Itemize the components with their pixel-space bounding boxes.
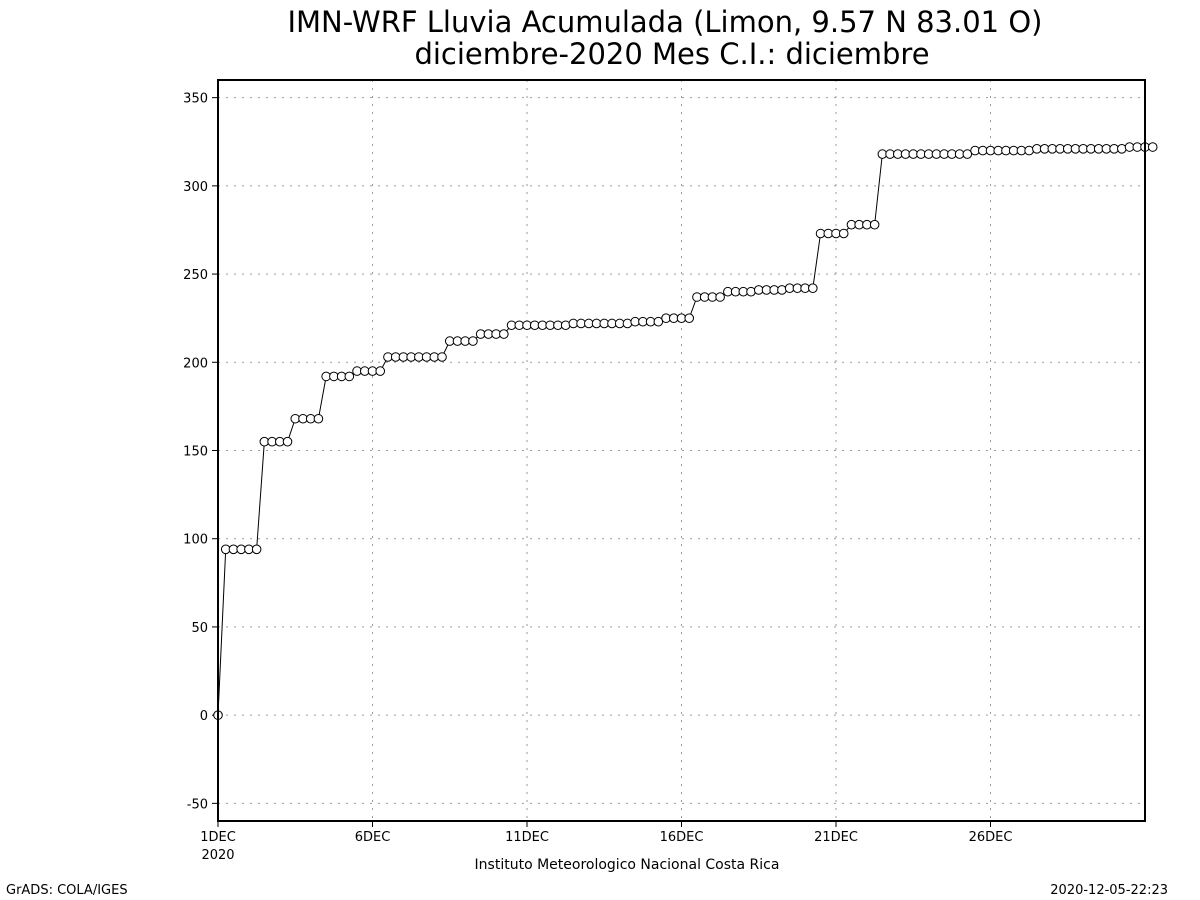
chart-title-line1: IMN-WRF Lluvia Acumulada (Limon, 9.57 N … xyxy=(287,5,1042,39)
series-markers xyxy=(213,142,1158,720)
chart-title-line2: diciembre-2020 Mes C.I.: diciembre xyxy=(414,37,929,71)
x-tick-label: 26DEC xyxy=(969,830,1013,845)
x-tick-label: 1DEC xyxy=(200,830,236,845)
data-point xyxy=(313,413,324,424)
data-point xyxy=(1024,145,1034,156)
data-point xyxy=(499,329,509,339)
series-line xyxy=(217,146,1153,716)
y-axis: -50 0 50 100 150 200 250 300 350 xyxy=(183,92,218,812)
data-point xyxy=(715,292,725,302)
data-point xyxy=(622,318,633,329)
data-point xyxy=(869,219,880,230)
x-tick-label: 16DEC xyxy=(660,830,704,845)
y-tick-label: 350 xyxy=(183,92,208,107)
data-point xyxy=(838,228,849,239)
footer-left: GrADS: COLA/IGES xyxy=(6,883,128,898)
x-tick-label: 6DEC xyxy=(355,830,391,845)
x-axis: 1DEC 6DEC 11DEC 16DEC 21DEC 26DEC xyxy=(200,821,1012,845)
data-point xyxy=(684,313,695,323)
y-tick-label: 50 xyxy=(191,621,208,636)
y-tick-label: -50 xyxy=(187,797,208,812)
data-point xyxy=(653,316,664,327)
data-point xyxy=(1117,144,1127,154)
data-point xyxy=(777,285,787,295)
y-tick-label: 300 xyxy=(183,180,208,195)
y-tick-label: 250 xyxy=(183,268,208,283)
data-point xyxy=(746,286,756,297)
data-point xyxy=(962,149,973,159)
data-point xyxy=(560,320,571,331)
data-point xyxy=(282,436,293,447)
y-tick-label: 0 xyxy=(200,709,208,724)
footer-right: 2020-12-05-22:23 xyxy=(1050,883,1168,898)
y-tick-label: 100 xyxy=(183,533,208,548)
data-point xyxy=(251,544,262,555)
x-tick-label: 21DEC xyxy=(814,830,858,845)
plot-frame xyxy=(217,79,1146,822)
grid xyxy=(217,80,1145,821)
data-point xyxy=(1147,142,1158,152)
x-tick-year: 2020 xyxy=(201,848,234,863)
data-point xyxy=(808,283,818,293)
data-point xyxy=(344,371,355,382)
y-tick-label: 150 xyxy=(183,445,208,460)
data-point xyxy=(437,352,447,362)
data-point xyxy=(468,336,478,346)
x-axis-label: Instituto Meteorologico Nacional Costa R… xyxy=(475,857,780,873)
data-point xyxy=(375,366,386,376)
y-tick-label: 200 xyxy=(183,356,208,371)
x-tick-label: 11DEC xyxy=(505,830,549,845)
